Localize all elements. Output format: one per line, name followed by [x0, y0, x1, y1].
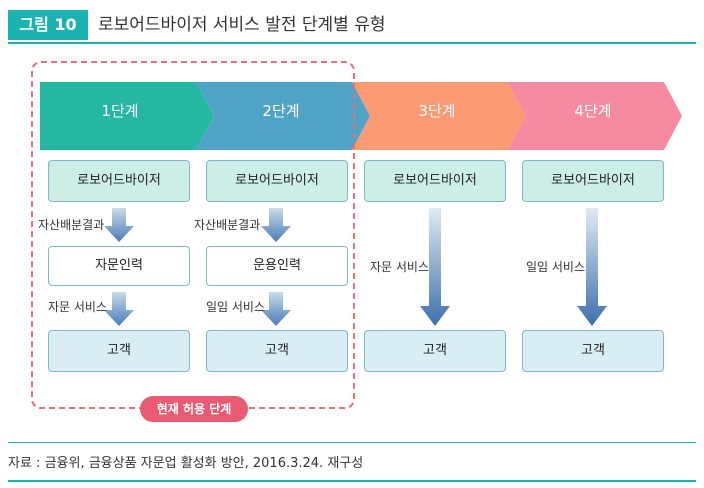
- stage-2-asset-allocation-label: 자산배분결과: [194, 218, 261, 232]
- stage-2-label: 2단계: [262, 102, 300, 120]
- stage-4-robo-advisor-box: 로보어드바이저: [522, 160, 664, 202]
- stage-4-arrow-long: [577, 208, 607, 326]
- stage-2-customer-box: 고객: [206, 330, 348, 372]
- stage-3-customer-box: 고객: [364, 330, 506, 372]
- stage-1-customer-box: 고객: [48, 330, 190, 372]
- figure-title: 로보어드바이저 서비스 발전 단계별 유형: [98, 15, 386, 35]
- stage-4-chevron: [508, 82, 682, 150]
- stage-1-service-label: 자문 서비스: [48, 300, 108, 314]
- stage-4-customer-box: 고객: [522, 330, 664, 372]
- stage-2-robo-advisor-box: 로보어드바이저: [206, 160, 348, 202]
- stage-1-label: 1단계: [101, 102, 139, 120]
- stage-2-arrow-top: [261, 208, 291, 242]
- stage-2-chevron: [196, 82, 370, 150]
- title-divider: [8, 42, 696, 44]
- source-divider: [8, 442, 696, 443]
- stage-2-management-staff-box: 운용인력: [206, 246, 348, 286]
- stage-3-service-label: 자문 서비스: [370, 260, 430, 274]
- bottom-divider: [8, 480, 696, 482]
- stage-1-arrow-top: [104, 208, 134, 242]
- stage-3-robo-advisor-box: 로보어드바이저: [364, 160, 506, 202]
- stage-3-label: 3단계: [418, 102, 456, 120]
- stage-2-service-label: 일임 서비스: [206, 300, 266, 314]
- stage-2-arrow-bottom: [261, 292, 291, 326]
- stage-3-chevron: [352, 82, 526, 150]
- stage-4-service-label: 일임 서비스: [526, 260, 586, 274]
- stage-3-arrow-long: [420, 208, 450, 326]
- stage-1-robo-advisor-box: 로보어드바이저: [48, 160, 190, 202]
- stage-1-asset-allocation-label: 자산배분결과: [38, 218, 105, 232]
- current-stage-pill: 현재 허용 단계: [140, 396, 248, 422]
- stage-1-arrow-bottom: [104, 292, 134, 326]
- source-note: 자료 : 금융위, 금융상품 자문업 활성화 방안, 2016.3.24. 재구…: [8, 456, 364, 471]
- figure-number-badge: 그림 10: [8, 10, 88, 40]
- stage-4-label: 4단계: [574, 102, 612, 120]
- stage-1-chevron: [40, 82, 214, 150]
- stage-1-advisory-staff-box: 자문인력: [48, 246, 190, 286]
